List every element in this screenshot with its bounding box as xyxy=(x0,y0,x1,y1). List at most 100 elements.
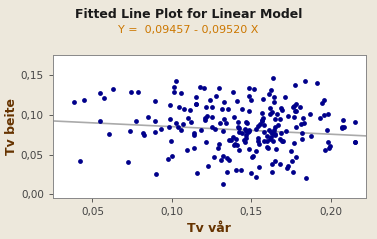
Point xyxy=(325,140,331,144)
Point xyxy=(193,103,199,106)
Point xyxy=(181,108,187,111)
Point xyxy=(289,159,295,163)
Point xyxy=(339,125,345,129)
Point xyxy=(265,92,271,96)
Point xyxy=(270,76,276,80)
Point xyxy=(178,91,184,95)
Point xyxy=(340,118,346,122)
Point xyxy=(207,98,213,102)
Point xyxy=(192,133,198,137)
Point xyxy=(253,149,259,153)
Point xyxy=(246,128,252,132)
Point xyxy=(205,164,211,168)
Point xyxy=(110,87,116,91)
Point xyxy=(165,157,171,161)
Point xyxy=(291,115,297,119)
Point xyxy=(269,170,275,174)
Point xyxy=(243,136,249,140)
Point xyxy=(208,115,215,119)
Point xyxy=(264,135,270,138)
Point xyxy=(248,98,254,102)
Point xyxy=(267,112,273,116)
Point xyxy=(260,97,266,100)
Point xyxy=(203,140,209,144)
Point xyxy=(241,138,247,142)
Point xyxy=(307,112,313,116)
Point xyxy=(220,154,226,158)
Point xyxy=(202,118,208,122)
Point xyxy=(288,149,294,153)
Point xyxy=(175,125,181,129)
Point xyxy=(326,146,332,150)
Point xyxy=(259,118,265,122)
Point xyxy=(191,131,197,135)
Point xyxy=(204,114,210,118)
Point xyxy=(278,106,284,110)
Point xyxy=(271,100,277,104)
Point xyxy=(243,129,249,132)
Point xyxy=(152,130,158,134)
Point xyxy=(322,114,328,117)
Point xyxy=(236,130,242,134)
Point xyxy=(243,120,249,124)
Point xyxy=(285,114,291,118)
Point xyxy=(224,170,230,174)
Point xyxy=(249,155,255,159)
Point xyxy=(242,127,248,130)
Point xyxy=(173,79,179,83)
Point xyxy=(271,128,277,132)
Point xyxy=(293,109,299,113)
Point xyxy=(293,155,299,159)
Point xyxy=(270,162,276,166)
Point xyxy=(169,154,175,158)
Point xyxy=(209,125,215,129)
Point xyxy=(141,133,147,137)
Point xyxy=(220,129,226,133)
Point xyxy=(322,148,328,152)
Point xyxy=(217,121,223,125)
Point xyxy=(171,85,177,89)
Point xyxy=(270,139,276,143)
Point xyxy=(256,143,262,147)
Point xyxy=(257,122,263,126)
Point xyxy=(209,106,215,109)
Point xyxy=(245,130,251,134)
Point xyxy=(280,139,287,143)
Point xyxy=(279,108,285,112)
Point xyxy=(302,79,308,82)
Point xyxy=(221,117,227,121)
Point xyxy=(226,158,232,162)
Point xyxy=(261,123,267,127)
Point xyxy=(81,98,87,101)
Point xyxy=(271,95,277,99)
Point xyxy=(293,125,299,129)
Point xyxy=(71,100,77,104)
Point xyxy=(251,87,257,91)
Point xyxy=(297,105,303,109)
Text: Fitted Line Plot for Linear Model: Fitted Line Plot for Linear Model xyxy=(75,8,302,21)
Point xyxy=(339,126,345,130)
Point xyxy=(270,110,276,114)
Point xyxy=(198,129,204,132)
Point xyxy=(255,136,261,140)
Point xyxy=(135,90,141,94)
Point xyxy=(246,129,252,133)
Point xyxy=(202,116,208,120)
Point xyxy=(201,86,207,90)
Point xyxy=(184,148,190,152)
Point xyxy=(255,124,261,128)
Point xyxy=(152,99,158,103)
Point xyxy=(246,94,252,98)
Point xyxy=(273,147,279,151)
Point xyxy=(272,125,278,129)
Point xyxy=(239,131,245,135)
Point xyxy=(197,85,203,89)
Point xyxy=(272,132,278,136)
Point xyxy=(293,83,299,87)
Point xyxy=(176,105,182,109)
Point xyxy=(279,139,285,143)
Point xyxy=(264,145,270,149)
Point xyxy=(228,138,234,142)
Point xyxy=(213,94,219,98)
Point xyxy=(127,129,133,133)
